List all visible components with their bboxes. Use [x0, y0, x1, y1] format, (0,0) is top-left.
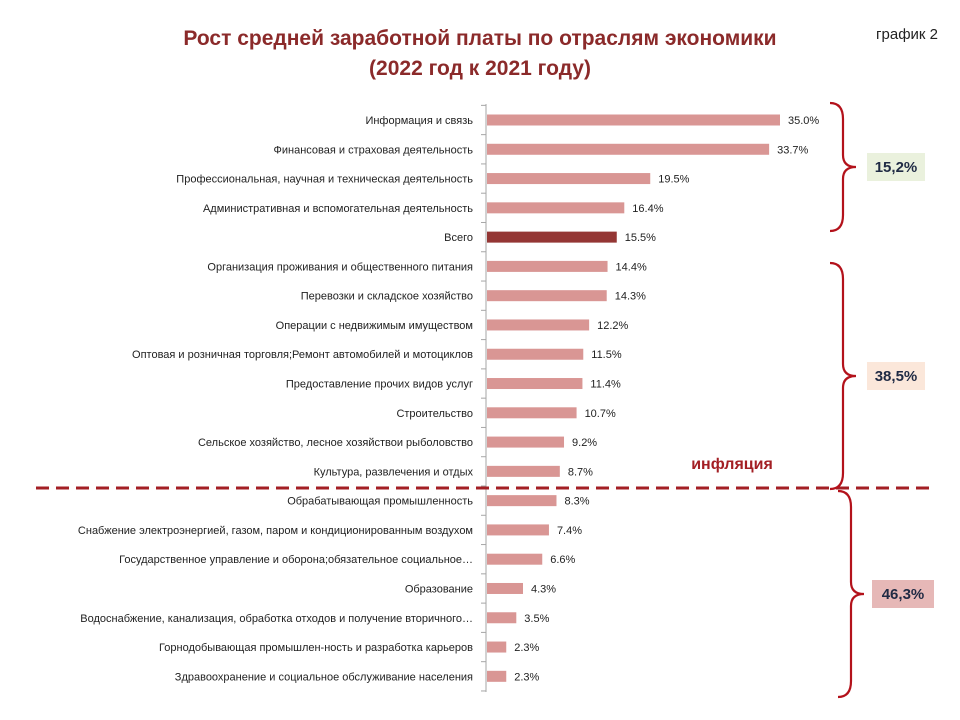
bar [487, 143, 770, 155]
group-share-label: 46,3% [882, 586, 925, 603]
data-label: 4.3% [531, 583, 556, 595]
category-label: Перевозки и складское хозяйство [301, 291, 473, 303]
category-label: Организация проживания и общественного п… [207, 261, 473, 273]
category-label: Всего [444, 232, 473, 244]
data-label: 2.3% [514, 671, 539, 683]
data-label: 9.2% [572, 437, 597, 449]
data-label: 8.3% [564, 496, 589, 508]
bar [487, 319, 590, 331]
bar [487, 378, 583, 390]
group-share-box [867, 362, 925, 390]
title-line-2: (2022 год к 2021 году) [369, 57, 591, 80]
bar [487, 202, 625, 214]
category-label: Культура, развлечения и отдых [314, 466, 474, 478]
data-label: 16.4% [632, 203, 663, 215]
data-label: 8.7% [568, 466, 593, 478]
category-label: Образование [405, 583, 473, 595]
bar [487, 641, 507, 653]
bar [487, 612, 517, 624]
group-bracket [829, 261, 857, 491]
category-label: Государственное управление и оборона;обя… [119, 554, 473, 566]
data-label: 33.7% [777, 144, 808, 156]
data-label: 19.5% [658, 174, 689, 186]
group-share-label: 15,2% [875, 159, 918, 176]
data-label: 12.2% [597, 320, 628, 332]
data-label: 15.5% [625, 232, 656, 244]
group-share-label: 38,5% [875, 368, 918, 385]
category-label: Административная и вспомогательная деяте… [203, 203, 473, 215]
bar [487, 348, 584, 360]
bar [487, 407, 577, 419]
category-label: Сельское хозяйство, лесное хозяйствои ры… [198, 437, 473, 449]
category-label: Снабжение электроэнергией, газом, паром … [78, 525, 473, 537]
data-label: 10.7% [585, 408, 616, 420]
bar [487, 524, 549, 536]
inflation-label: инфляция [691, 456, 773, 473]
bar [487, 465, 560, 477]
data-label: 14.3% [615, 291, 646, 303]
data-label: 3.5% [524, 613, 549, 625]
data-label: 6.6% [550, 554, 575, 566]
group-share-box [867, 153, 925, 181]
bar [487, 173, 651, 185]
data-label: 2.3% [514, 642, 539, 654]
category-label: Оптовая и розничная торговля;Ремонт авто… [132, 349, 473, 361]
bar [487, 290, 607, 302]
chart-title: Рост средней заработной платы по отрасля… [140, 24, 820, 84]
category-label: Информация и связь [365, 115, 473, 127]
category-label: Операции с недвижимым имуществом [276, 320, 473, 332]
bar [487, 495, 557, 507]
group-share-box [872, 580, 934, 608]
category-label: Профессиональная, научная и техническая … [176, 174, 473, 186]
bar [487, 553, 543, 565]
data-label: 7.4% [557, 525, 582, 537]
bar [487, 260, 608, 272]
category-label: Горнодобывающая промышлен-ность и разраб… [159, 642, 473, 654]
category-label: Строительство [396, 408, 473, 420]
category-label: Обрабатывающая промышленность [287, 496, 473, 508]
data-label: 11.5% [591, 349, 622, 361]
category-label: Здравоохранение и социальное обслуживани… [175, 671, 473, 683]
bar-total [487, 231, 617, 243]
chart-number-label: график 2 [876, 26, 938, 43]
data-label: 11.4% [590, 379, 621, 391]
data-label: 35.0% [788, 115, 819, 127]
bar [487, 582, 523, 594]
title-line-1: Рост средней заработной платы по отрасля… [183, 27, 777, 50]
data-label: 14.4% [616, 261, 647, 273]
category-label: Предоставление прочих видов услуг [286, 379, 473, 391]
group-bracket [829, 101, 857, 233]
group-bracket [837, 489, 865, 699]
bar [487, 114, 780, 126]
category-label: Финансовая и страховая деятельность [274, 144, 474, 156]
category-label: Водоснабжение, канализация, обработка от… [80, 613, 473, 625]
bar [487, 670, 507, 682]
bar [487, 436, 565, 448]
